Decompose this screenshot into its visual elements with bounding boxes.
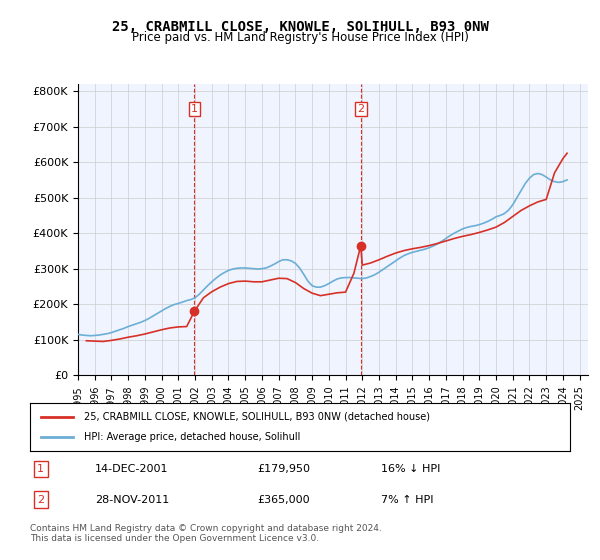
Text: £365,000: £365,000 [257,495,310,505]
Text: £179,950: £179,950 [257,464,310,474]
Text: 28-NOV-2011: 28-NOV-2011 [95,495,169,505]
Text: 2: 2 [357,104,364,114]
Text: HPI: Average price, detached house, Solihull: HPI: Average price, detached house, Soli… [84,432,301,442]
Text: 2: 2 [37,495,44,505]
Text: 1: 1 [37,464,44,474]
Text: Contains HM Land Registry data © Crown copyright and database right 2024.
This d: Contains HM Land Registry data © Crown c… [30,524,382,543]
Text: 14-DEC-2001: 14-DEC-2001 [95,464,168,474]
Text: 25, CRABMILL CLOSE, KNOWLE, SOLIHULL, B93 0NW (detached house): 25, CRABMILL CLOSE, KNOWLE, SOLIHULL, B9… [84,412,430,422]
Text: 25, CRABMILL CLOSE, KNOWLE, SOLIHULL, B93 0NW: 25, CRABMILL CLOSE, KNOWLE, SOLIHULL, B9… [112,20,488,34]
Text: 7% ↑ HPI: 7% ↑ HPI [381,495,433,505]
Text: 1: 1 [191,104,198,114]
Text: 16% ↓ HPI: 16% ↓ HPI [381,464,440,474]
Text: Price paid vs. HM Land Registry's House Price Index (HPI): Price paid vs. HM Land Registry's House … [131,31,469,44]
